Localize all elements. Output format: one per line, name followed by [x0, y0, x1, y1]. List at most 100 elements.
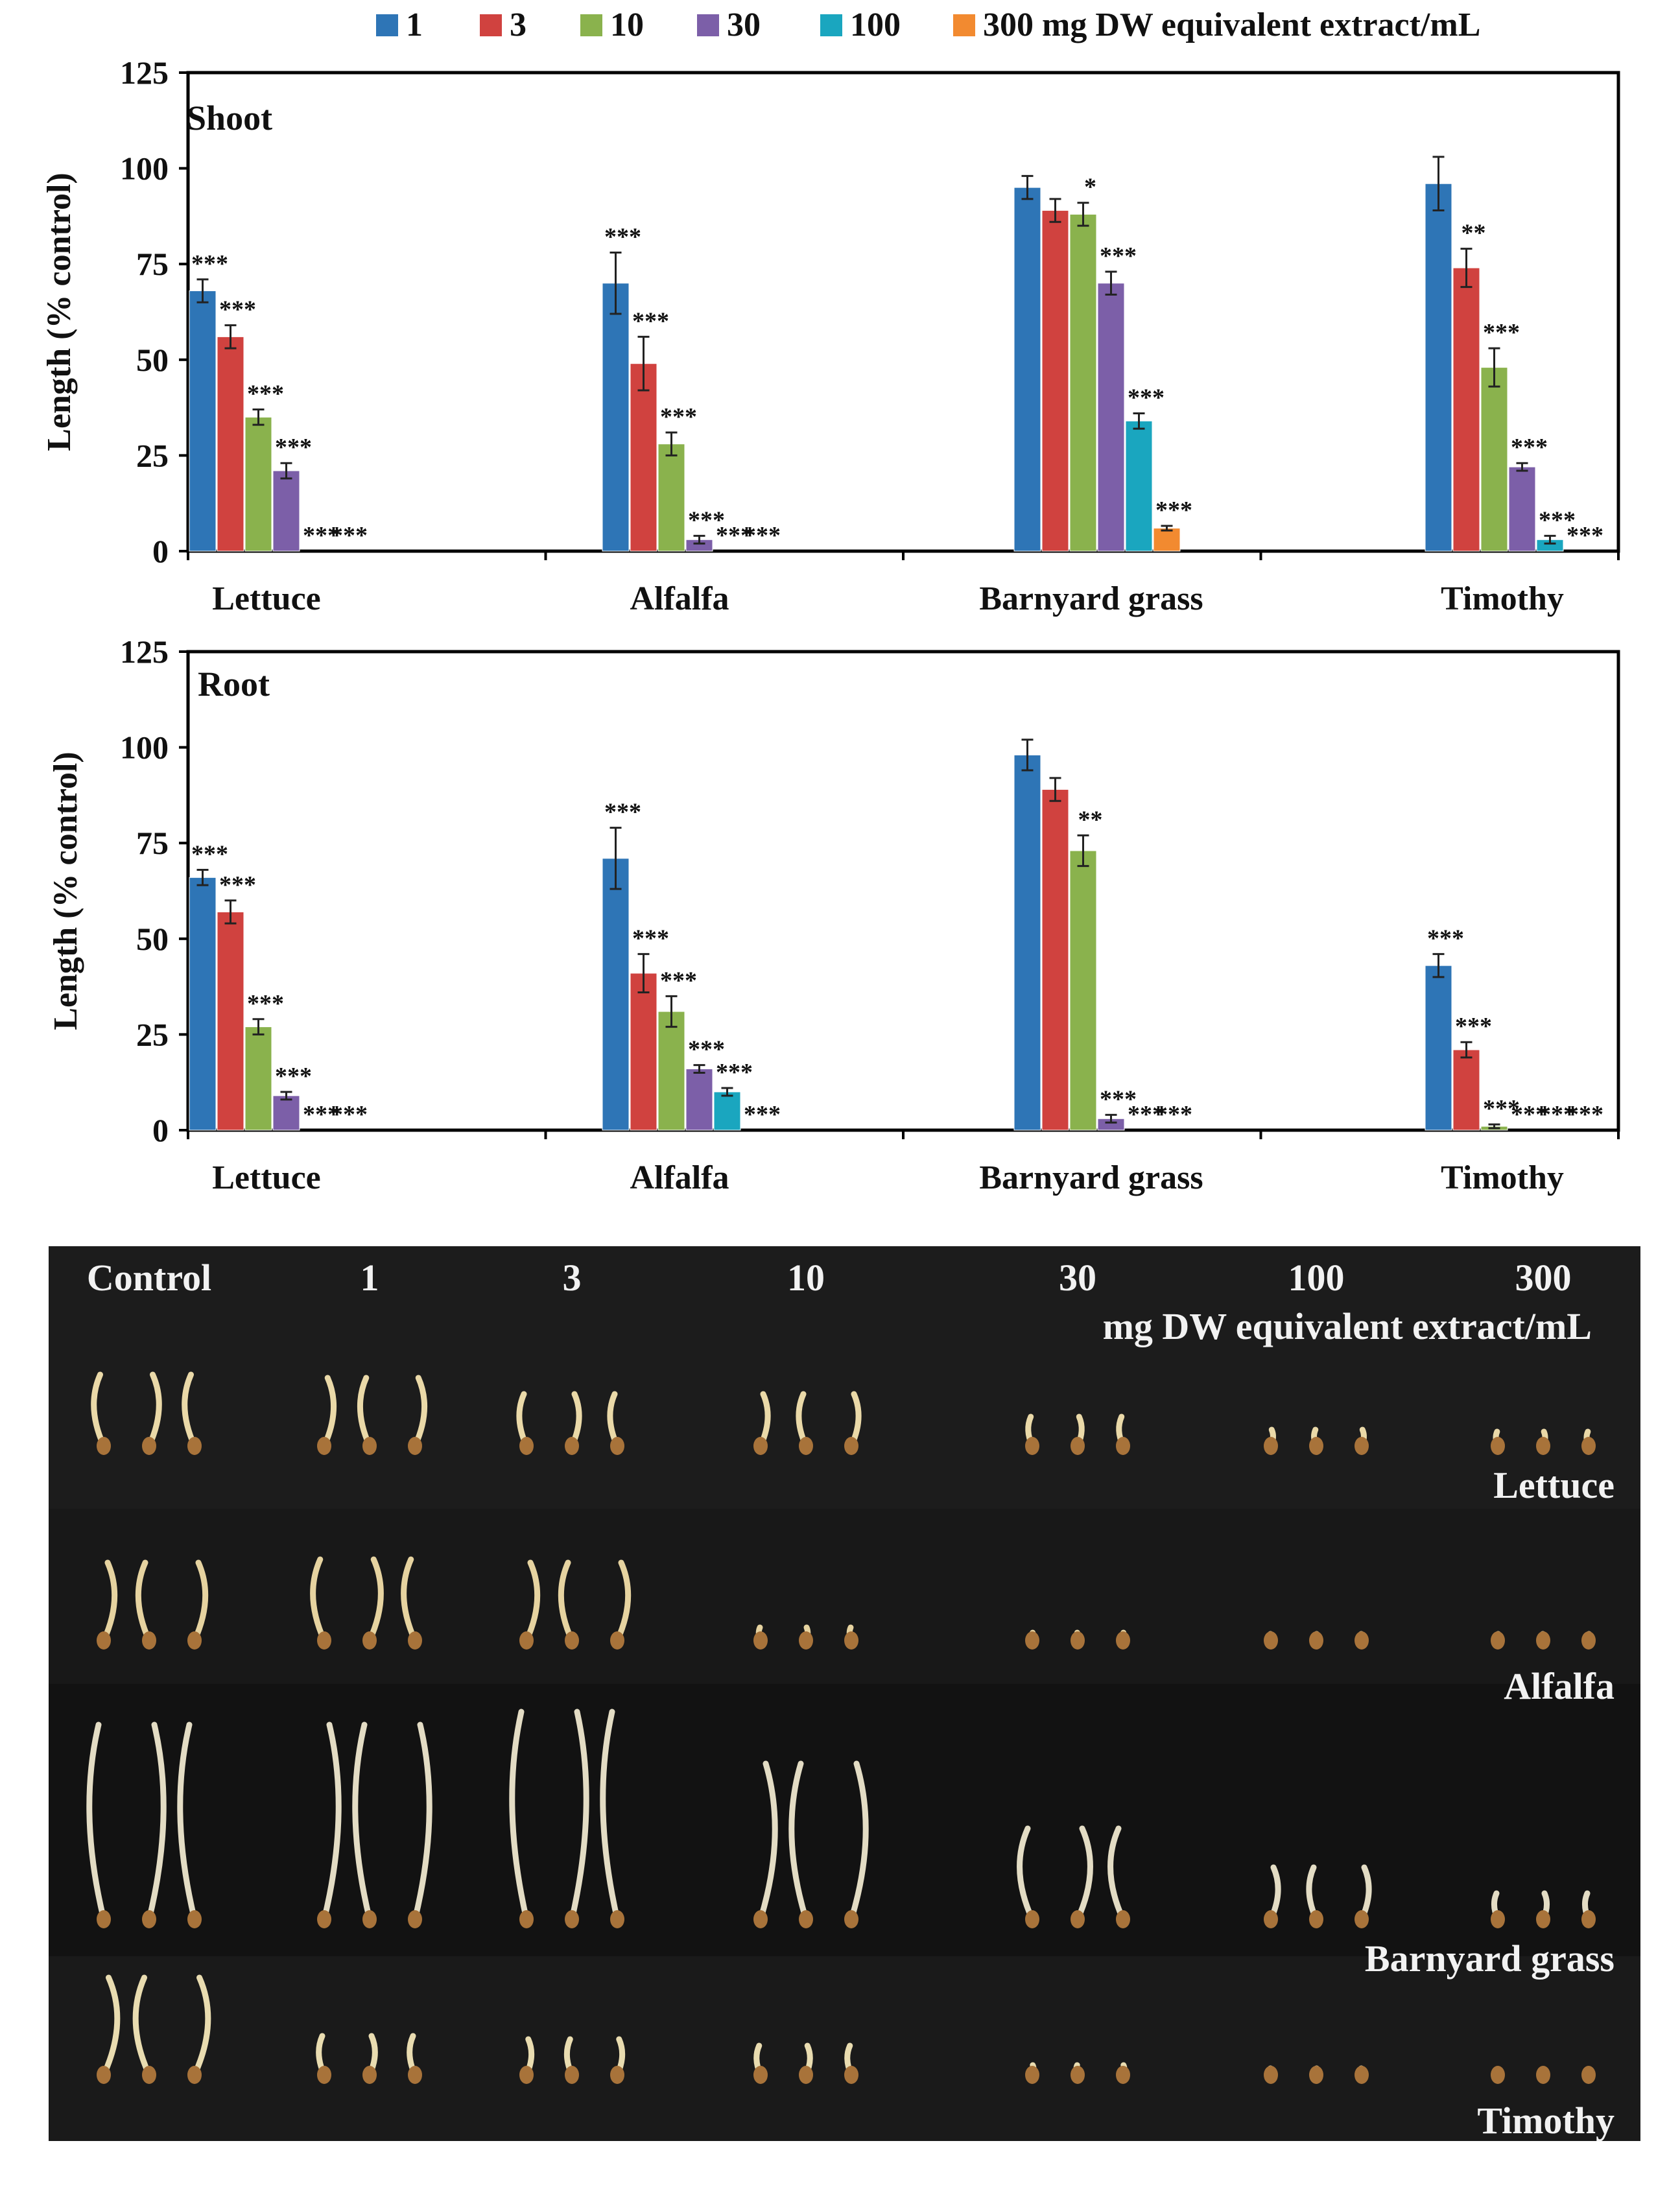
- root-chart: Root Length (% control) 0 25 50 75 100 125 Let…: [47, 633, 1620, 1196]
- root-ytick-label-125: 125: [120, 633, 169, 670]
- seedling-r2-c2-1: [569, 1709, 589, 1923]
- seedling-r2-c4-2: [1107, 1825, 1126, 1923]
- seed-r0-c0-1: [142, 1437, 156, 1455]
- bar-root-alfalfa-30: [685, 1069, 713, 1131]
- photo-row-label-alfalfa: Alfalfa: [1504, 1665, 1615, 1707]
- legend-label-100: 100: [850, 6, 901, 43]
- seedling-r1-c2-0: [523, 1559, 541, 1644]
- photo-header-100: 100: [1288, 1257, 1345, 1299]
- seed-r0-c1-2: [408, 1437, 422, 1455]
- seedling-r2-c3-2: [848, 1760, 869, 1923]
- shoot-ytick-label-0: 0: [152, 533, 169, 569]
- sig-shoot-barnyard-grass-300: ***: [1155, 497, 1192, 524]
- sig-root-timothy-1: ***: [1427, 925, 1464, 952]
- seed-r2-c0-2: [187, 1910, 202, 1928]
- sig-root-lettuce-3: ***: [219, 871, 256, 899]
- shoot-category-barnyard-grass: Barnyard grass: [979, 580, 1203, 617]
- seedling-r3-c0-1: [132, 1974, 152, 2078]
- seedling-r1-c0-0: [101, 1559, 118, 1644]
- seed-r1-c5-0: [1264, 1631, 1278, 1650]
- seed-r0-c4-0: [1025, 1437, 1039, 1455]
- bar-shoot-timothy-1: [1425, 183, 1452, 552]
- seedling-r1-c0-1: [135, 1559, 152, 1644]
- sig-root-alfalfa-30: ***: [688, 1036, 725, 1063]
- root-category-alfalfa: Alfalfa: [630, 1159, 729, 1196]
- seed-r1-c6-2: [1581, 1631, 1596, 1650]
- seed-r2-c4-0: [1025, 1910, 1039, 1928]
- seed-r1-c1-1: [362, 1631, 377, 1650]
- seed-r1-c2-2: [610, 1631, 624, 1650]
- seed-r3-c6-2: [1581, 2066, 1596, 2084]
- bar-shoot-alfalfa-1: [602, 283, 630, 552]
- sig-shoot-alfalfa-300: ***: [744, 522, 781, 549]
- bar-root-timothy-1: [1425, 965, 1452, 1131]
- seed-r2-c3-2: [844, 1910, 858, 1928]
- seed-r2-c1-2: [408, 1910, 422, 1928]
- sig-root-lettuce-10: ***: [247, 990, 284, 1017]
- seed-r1-c4-0: [1025, 1631, 1039, 1650]
- seed-r1-c3-1: [799, 1631, 813, 1650]
- bar-shoot-barnyard-grass-3: [1041, 210, 1069, 552]
- photo-band-alfalfa: [49, 1509, 1640, 1684]
- seed-r2-c2-0: [519, 1910, 534, 1928]
- shoot-panel-label: Shoot: [187, 99, 272, 137]
- bar-root-barnyard-grass-10: [1069, 850, 1097, 1131]
- sig-root-timothy-30: ***: [1511, 1101, 1548, 1128]
- sig-shoot-alfalfa-10: ***: [660, 403, 697, 431]
- seed-r1-c0-1: [142, 1631, 156, 1650]
- seedling-r1-c2-1: [558, 1559, 575, 1644]
- seed-r0-c2-0: [519, 1437, 534, 1455]
- bar-root-lettuce-30: [272, 1095, 300, 1131]
- seed-r2-c6-1: [1536, 1910, 1550, 1928]
- seed-r1-c0-2: [187, 1631, 202, 1650]
- root-ytick-label-100: 100: [120, 729, 169, 766]
- photo-header-1: 1: [361, 1257, 379, 1299]
- seed-r2-c6-0: [1491, 1910, 1505, 1928]
- sig-shoot-lettuce-100: ***: [303, 522, 340, 549]
- bar-shoot-timothy-3: [1452, 267, 1480, 552]
- bar-shoot-lettuce-1: [189, 290, 217, 552]
- seed-r2-c5-1: [1309, 1910, 1323, 1928]
- legend-swatch-10: [580, 14, 602, 36]
- sig-root-barnyard-grass-300: ***: [1155, 1101, 1192, 1128]
- seed-r3-c6-1: [1536, 2066, 1550, 2084]
- seed-r3-c4-0: [1025, 2066, 1039, 2084]
- legend-label-30: 30: [727, 6, 761, 43]
- seedling-r3-c0-0: [101, 1974, 121, 2078]
- sig-shoot-timothy-30: ***: [1511, 434, 1548, 461]
- seed-r0-c5-1: [1309, 1437, 1323, 1455]
- bar-shoot-barnyard-grass-30: [1097, 283, 1125, 552]
- seed-r3-c2-1: [565, 2066, 579, 2084]
- seedling-r2-c3-1: [788, 1760, 809, 1923]
- seed-r0-c2-2: [610, 1437, 624, 1455]
- sig-shoot-lettuce-10: ***: [247, 381, 284, 408]
- shoot-ytick-label-50: 50: [136, 342, 169, 378]
- photo-band-barnyard: [49, 1684, 1640, 1956]
- seed-r1-c2-1: [565, 1631, 579, 1650]
- legend-swatch-1: [376, 14, 398, 36]
- sig-shoot-timothy-100: ***: [1539, 506, 1576, 534]
- sig-shoot-barnyard-grass-10: *: [1084, 174, 1096, 201]
- shoot-ytick-label-100: 100: [120, 150, 169, 187]
- seed-r1-c5-2: [1355, 1631, 1369, 1650]
- shoot-y-axis-label: Length (% control): [41, 172, 78, 451]
- photo-row-label-lettuce: Lettuce: [1493, 1464, 1615, 1506]
- seedlings: [86, 1371, 1596, 2084]
- seed-r1-c1-0: [317, 1631, 331, 1650]
- sig-root-timothy-10: ***: [1483, 1095, 1520, 1122]
- root-ytick-label-0: 0: [152, 1112, 169, 1148]
- bar-shoot-alfalfa-3: [630, 363, 657, 552]
- root-plot-frame: [186, 650, 1620, 1132]
- legend-swatch-300: [953, 14, 975, 36]
- sig-root-alfalfa-300: ***: [744, 1101, 781, 1128]
- photo-header-10: 10: [787, 1257, 825, 1299]
- bar-shoot-timothy-10: [1480, 367, 1508, 552]
- seed-r0-c6-1: [1536, 1437, 1550, 1455]
- sig-root-alfalfa-10: ***: [660, 967, 697, 994]
- sig-root-alfalfa-3: ***: [632, 925, 669, 952]
- legend-label-10: 10: [610, 6, 644, 43]
- seed-r2-c1-1: [362, 1910, 377, 1928]
- seed-r0-c6-0: [1491, 1437, 1505, 1455]
- seedling-r1-c1-2: [401, 1556, 418, 1644]
- bar-root-alfalfa-3: [630, 973, 657, 1131]
